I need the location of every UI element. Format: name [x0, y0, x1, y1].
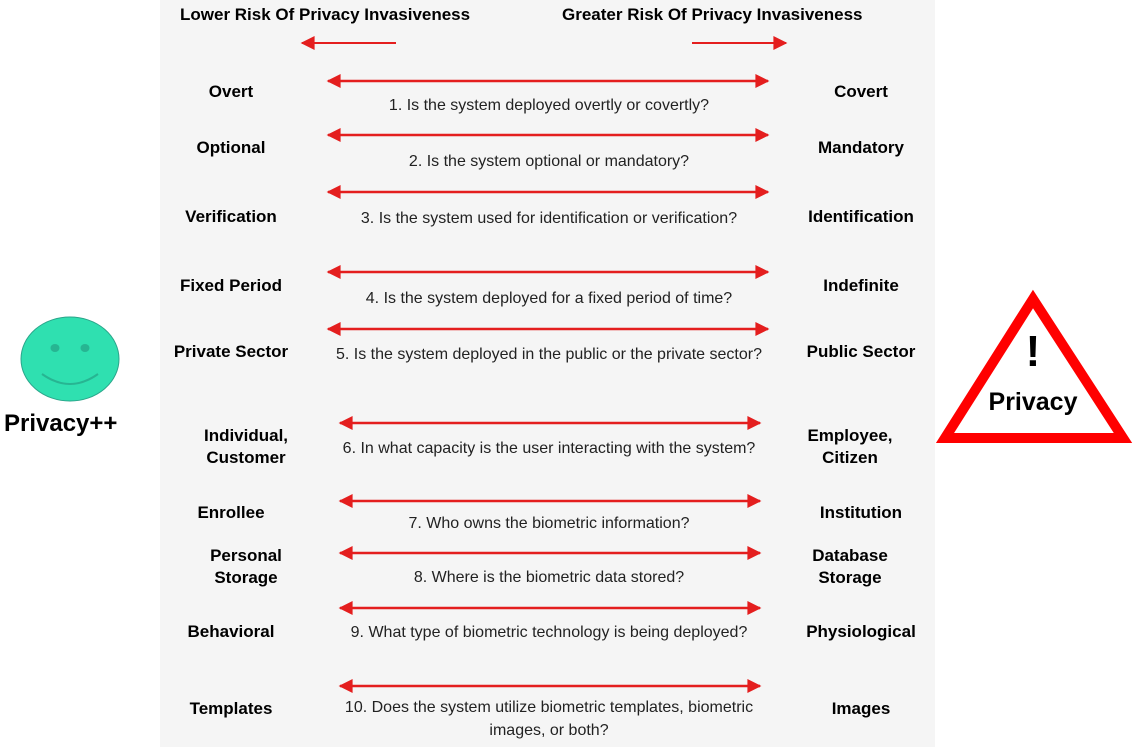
- question-10: 10. Does the system utilize biometric te…: [344, 699, 754, 739]
- left-label-8: Personal Storage: [210, 546, 282, 587]
- left-label-1: Overt: [208, 82, 254, 101]
- right-label-8: Database Storage: [812, 546, 888, 587]
- question-1: 1. Is the system deployed overtly or cov…: [388, 97, 710, 114]
- left-label-9: Behavioral: [187, 622, 275, 641]
- left-label-6: Individual, Customer: [203, 426, 289, 467]
- question-2: 2. Is the system optional or mandatory?: [408, 153, 690, 170]
- exclamation-mark: !: [1025, 327, 1041, 376]
- right-label-7: Institution: [819, 503, 903, 522]
- privacy-plus-label: Privacy++: [4, 410, 118, 437]
- right-label-2: Mandatory: [818, 138, 904, 157]
- question-5: 5. Is the system deployed in the public …: [335, 346, 762, 363]
- question-6: 6. In what capacity is the user interact…: [342, 440, 756, 457]
- question-7: 7. Who owns the biometric information?: [408, 515, 690, 532]
- right-label-6: Employee, Citizen: [807, 426, 893, 467]
- diagram-panel: [160, 0, 935, 747]
- left-label-10: Templates: [189, 699, 273, 718]
- left-label-7: Enrollee: [197, 503, 265, 522]
- right-label-1: Covert: [834, 82, 888, 101]
- question-3: 3. Is the system used for identification…: [360, 210, 738, 227]
- right-label-9: Physiological: [806, 622, 916, 641]
- left-label-5: Private Sector: [173, 342, 289, 361]
- smiley-face-icon: [20, 316, 120, 402]
- header-greater-risk: Greater Risk Of Privacy Invasiveness: [562, 5, 863, 24]
- left-label-3: Verification: [185, 207, 277, 226]
- privacy-warning-label: Privacy: [988, 388, 1078, 416]
- right-label-5: Public Sector: [806, 342, 916, 361]
- left-label-2: Optional: [196, 138, 266, 157]
- question-8: 8. Where is the biometric data stored?: [413, 569, 685, 586]
- right-label-10: Images: [831, 699, 891, 718]
- warning-triangle-icon: [935, 289, 1133, 443]
- left-label-4: Fixed Period: [179, 276, 283, 295]
- question-9: 9. What type of biometric technology is …: [350, 624, 748, 641]
- question-4: 4. Is the system deployed for a fixed pe…: [365, 290, 733, 307]
- header-lower-risk: Lower Risk Of Privacy Invasiveness: [180, 5, 471, 24]
- right-label-4: Indefinite: [823, 276, 899, 295]
- right-label-3: Identification: [808, 207, 914, 226]
